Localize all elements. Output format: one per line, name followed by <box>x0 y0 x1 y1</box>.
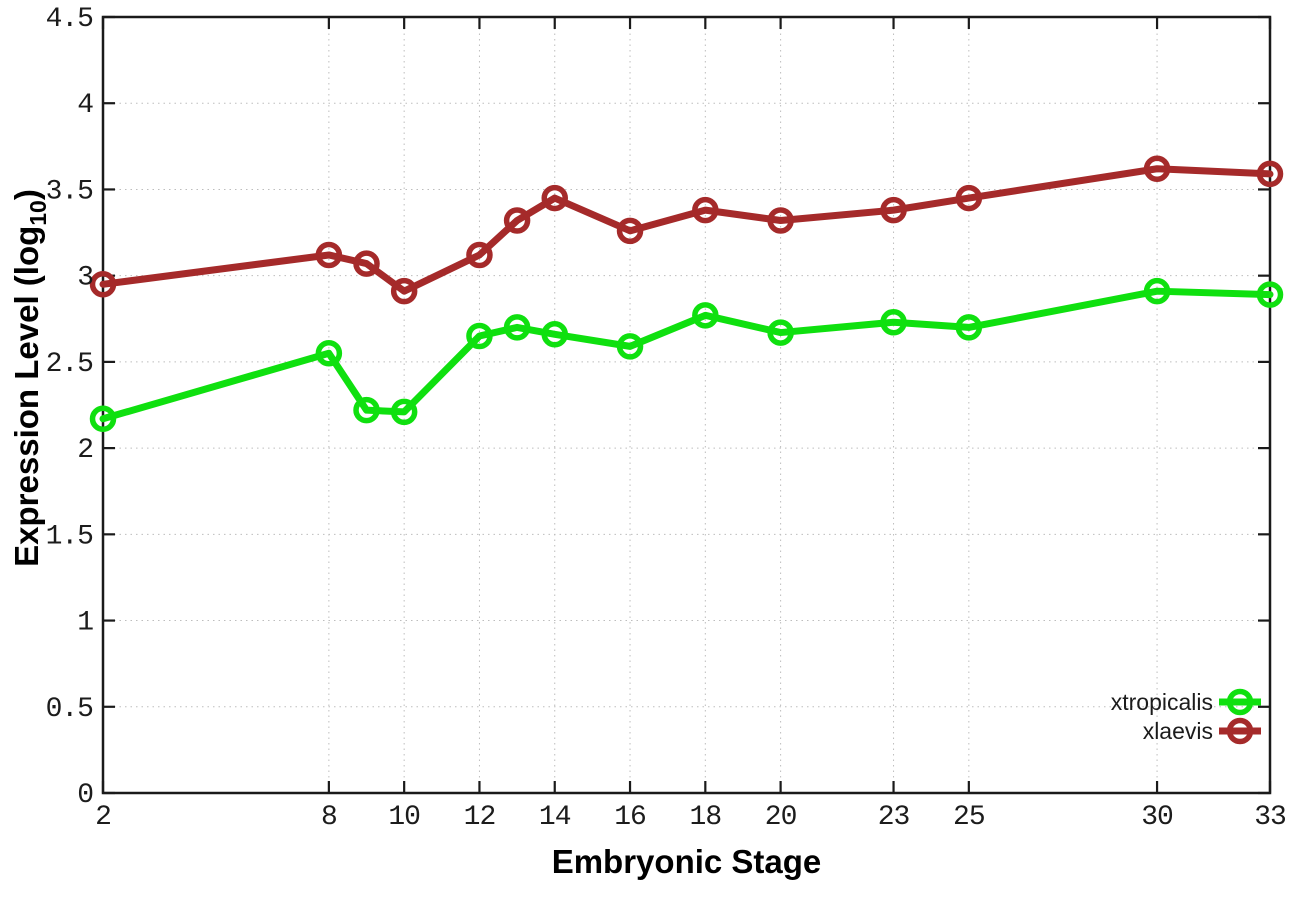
x-axis-label: Embryonic Stage <box>552 843 822 880</box>
data-point-xlaevis-2 <box>89 271 117 298</box>
data-point-xtropicalis-10 <box>390 398 418 426</box>
data-point-xlaevis-12 <box>466 241 493 269</box>
x-tick-label-30: 30 <box>1141 802 1173 833</box>
data-point-xlaevis-9 <box>353 250 380 277</box>
x-tick-label-20: 20 <box>765 802 797 833</box>
y-tick-label-1: 1 <box>77 608 93 639</box>
x-tick-label-23: 23 <box>878 802 910 833</box>
data-point-xtropicalis-18 <box>692 302 719 329</box>
data-point-xlaevis-8 <box>315 241 343 269</box>
y-tick-label-4.5: 4.5 <box>46 4 94 35</box>
y-tick-label-3.5: 3.5 <box>46 176 94 207</box>
x-tick-label-10: 10 <box>388 802 420 833</box>
data-point-xtropicalis-23 <box>880 308 907 336</box>
data-point-xtropicalis-30 <box>1143 277 1171 305</box>
series-line-xtropicalis <box>99 287 1274 423</box>
data-series <box>89 155 1284 433</box>
y-tick-label-4: 4 <box>77 90 93 121</box>
data-point-xtropicalis-16 <box>616 333 644 360</box>
data-point-xlaevis-10 <box>390 277 418 305</box>
data-point-xlaevis-30 <box>1143 155 1171 183</box>
data-point-xtropicalis-12 <box>466 322 493 350</box>
x-tick-label-2: 2 <box>95 802 111 833</box>
data-point-xlaevis-16 <box>616 217 644 245</box>
data-point-xtropicalis-14 <box>541 321 568 348</box>
x-tick-label-18: 18 <box>690 802 722 833</box>
x-tick-label-25: 25 <box>953 802 985 833</box>
data-point-xlaevis-20 <box>767 207 794 234</box>
data-point-xlaevis-13 <box>503 207 531 234</box>
legend-label-xlaevis: xlaevis <box>1143 718 1213 744</box>
data-point-xlaevis-25 <box>955 184 983 212</box>
series-line-xlaevis <box>99 165 1274 295</box>
data-point-xtropicalis-8 <box>315 340 343 367</box>
data-point-xtropicalis-20 <box>767 319 794 346</box>
y-tick-label-0.5: 0.5 <box>46 694 94 725</box>
x-tick-label-8: 8 <box>321 802 337 833</box>
legend-sample-marker-xtropicalis <box>1226 688 1254 716</box>
axis-labels: 0 0.5 1 1.5 2 2.5 3 3.5 4 4.5 2 8 10 12 14 16 18 20 23 25 30… <box>8 4 1287 880</box>
y-tick-label-1.5: 1.5 <box>46 521 94 552</box>
data-point-xtropicalis-33 <box>1256 281 1284 308</box>
data-point-xtropicalis-2 <box>89 405 117 433</box>
data-point-xtropicalis-9 <box>353 396 380 424</box>
plot-border <box>101 15 1272 795</box>
data-point-xlaevis-14 <box>541 184 568 212</box>
data-point-xtropicalis-25 <box>955 314 983 341</box>
axis-ticks <box>101 15 1272 795</box>
plot-border-rect <box>101 15 1272 795</box>
x-tick-label-33: 33 <box>1254 802 1286 833</box>
y-tick-label-3: 3 <box>77 263 93 294</box>
x-tick-label-12: 12 <box>464 802 496 833</box>
y-tick-label-2: 2 <box>77 435 93 466</box>
y-axis-label: Expression Level (log10) <box>8 189 51 567</box>
legend: xtropicalis xlaevis <box>1111 688 1261 745</box>
legend-sample-marker-xlaevis <box>1226 717 1254 745</box>
legend-label-xtropicalis: xtropicalis <box>1111 689 1213 715</box>
y-tick-label-0: 0 <box>77 780 93 811</box>
data-point-xlaevis-18 <box>692 196 719 224</box>
y-tick-label-2.5: 2.5 <box>46 349 94 380</box>
data-point-xlaevis-23 <box>880 196 907 224</box>
x-tick-label-14: 14 <box>539 802 571 833</box>
data-point-xlaevis-33 <box>1256 160 1284 188</box>
x-tick-label-16: 16 <box>614 802 646 833</box>
data-point-xtropicalis-13 <box>503 314 531 341</box>
grid-lines <box>102 16 1271 794</box>
